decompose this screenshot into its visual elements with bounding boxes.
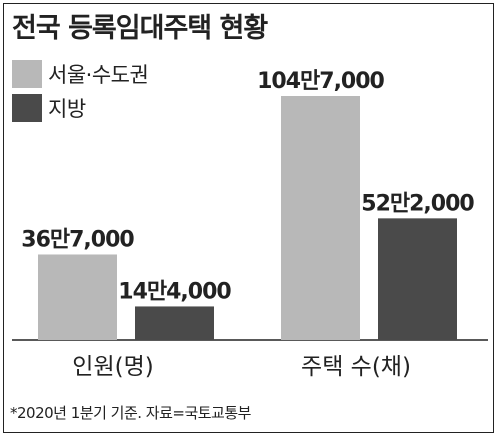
chart-title: 전국 등록임대주택 현황 bbox=[12, 13, 268, 44]
value-label-local-housing: 52만2,000 bbox=[361, 191, 474, 216]
category-label-people: 인원(명) bbox=[72, 354, 153, 380]
value-label-seoul-housing: 104만7,000 bbox=[257, 69, 384, 94]
legend-item-seoul: 서울·수도권 bbox=[12, 60, 149, 88]
chart-frame bbox=[3, 3, 494, 433]
bar-seoul-people bbox=[38, 254, 117, 340]
bar-local-housing bbox=[378, 218, 457, 340]
bar-seoul-housing bbox=[281, 96, 360, 340]
category-label-housing: 주택 수(채) bbox=[301, 354, 411, 380]
legend-label-seoul: 서울·수도권 bbox=[48, 63, 149, 87]
source-note: *2020년 1분기 기준. 자료=국토교통부 bbox=[10, 404, 251, 422]
legend-swatch-seoul bbox=[12, 60, 42, 88]
value-label-local-people: 14만4,000 bbox=[118, 279, 231, 304]
bar-local-people bbox=[135, 306, 214, 340]
legend-swatch-local bbox=[12, 94, 42, 122]
legend-item-local: 지방 bbox=[12, 94, 86, 122]
value-label-seoul-people: 36만7,000 bbox=[21, 227, 134, 252]
legend-label-local: 지방 bbox=[48, 97, 86, 121]
